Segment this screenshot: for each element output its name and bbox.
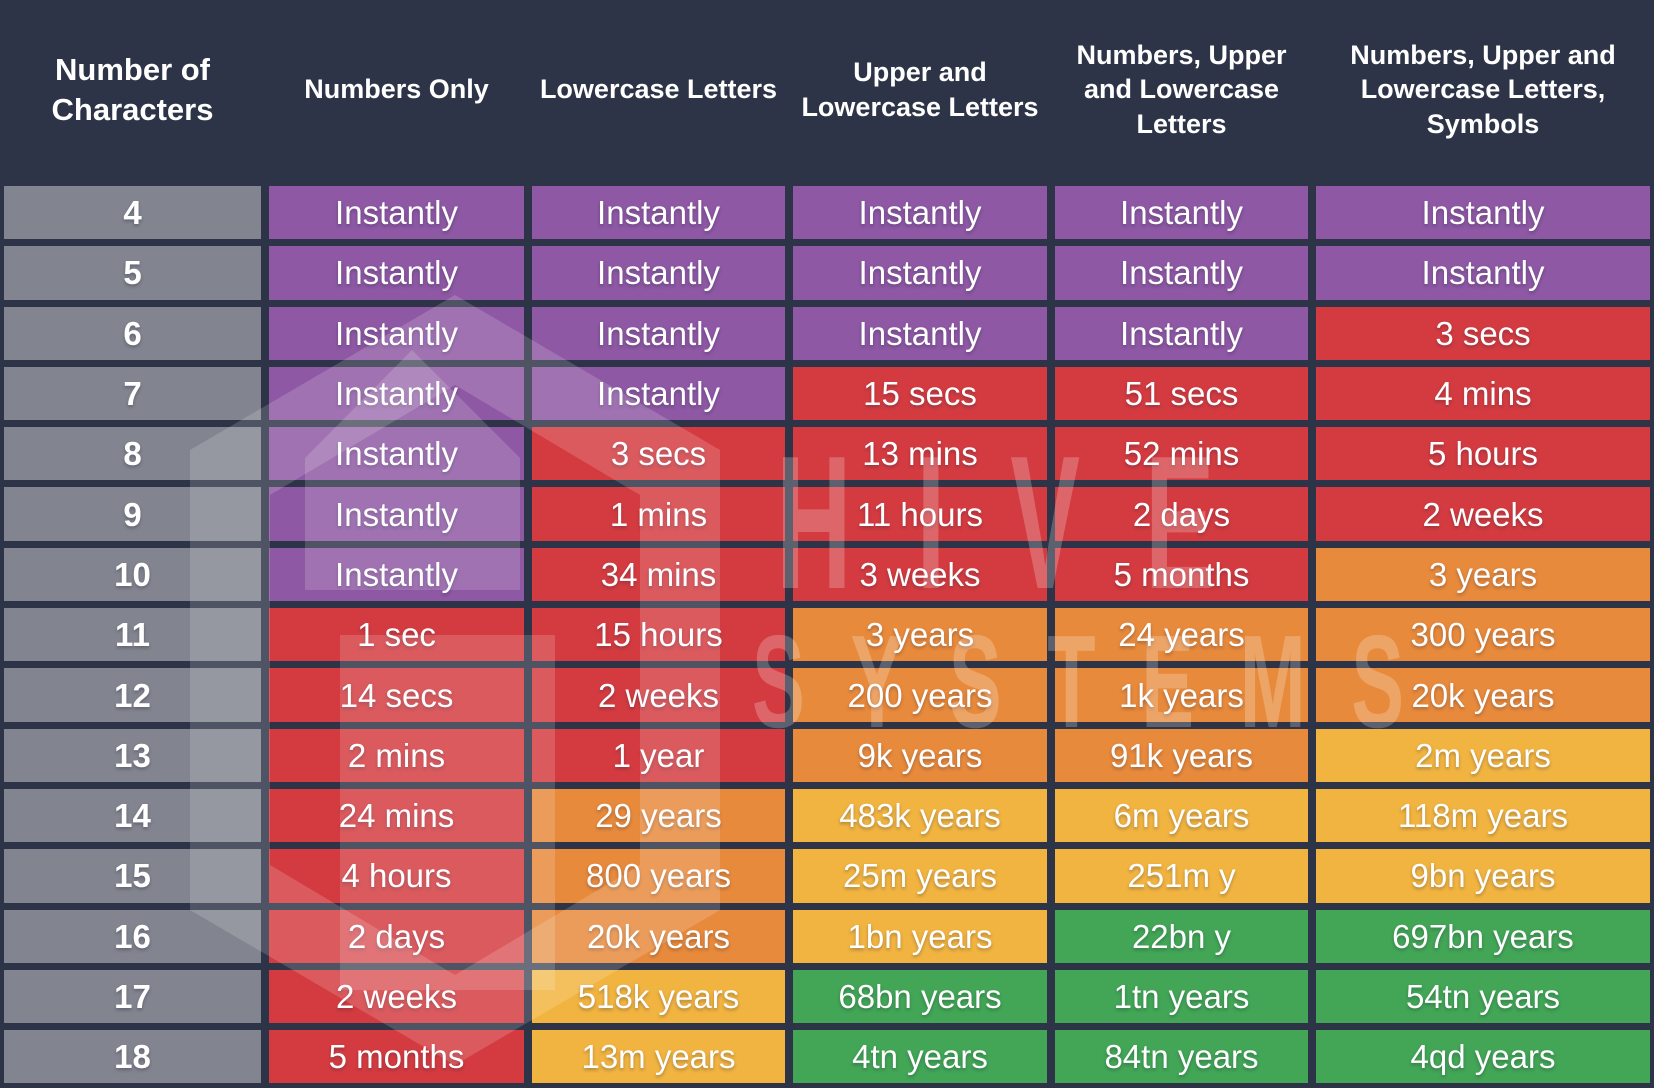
crack-time-cell: Instantly: [793, 306, 1047, 360]
crack-time-cell: 13 mins: [793, 427, 1047, 481]
crack-time-cell: 3 secs: [532, 427, 785, 481]
column-header-numbers-upper-lowercase-letters: Numbers, Upper and Lowercase Letters: [1076, 39, 1287, 139]
crack-time-cell: Instantly: [1316, 246, 1650, 300]
crack-time-cell: Instantly: [793, 246, 1047, 300]
crack-time-cell: 2 weeks: [532, 668, 785, 722]
crack-time-cell: Instantly: [532, 246, 785, 300]
crack-time-cell: 54tn years: [1316, 969, 1650, 1024]
crack-time-cell: Instantly: [269, 427, 524, 481]
crack-time-cell: 1tn years: [1055, 969, 1308, 1024]
crack-time-cell: 800 years: [532, 849, 785, 903]
crack-time-cell: 15 hours: [532, 608, 785, 662]
crack-time-cell: Instantly: [269, 366, 524, 421]
crack-time-cell: 3 years: [793, 608, 1047, 662]
crack-time-cell: 1 year: [532, 728, 785, 782]
row-header-characters: 18: [4, 1030, 261, 1084]
crack-time-cell: 2 weeks: [1316, 487, 1650, 541]
crack-time-cell: 84tn years: [1055, 1030, 1308, 1084]
crack-time-cell: Instantly: [532, 366, 785, 421]
crack-time-cell: 13m years: [532, 1030, 785, 1084]
crack-time-cell: 68bn years: [793, 969, 1047, 1024]
crack-time-cell: 4qd years: [1316, 1030, 1650, 1084]
row-header-characters: 15: [4, 849, 261, 903]
column-header-lowercase-letters: Lowercase Letters: [539, 74, 778, 105]
crack-time-cell: 20k years: [532, 909, 785, 963]
crack-time-cell: 200 years: [793, 668, 1047, 722]
crack-time-cell: 9k years: [793, 728, 1047, 782]
crack-time-cell: 25m years: [793, 849, 1047, 903]
crack-time-cell: 14 secs: [269, 668, 524, 722]
crack-time-cell: 2 days: [1055, 487, 1308, 541]
crack-time-cell: 29 years: [532, 788, 785, 843]
row-header-characters: 14: [4, 788, 261, 843]
crack-time-cell: 24 years: [1055, 608, 1308, 662]
crack-time-cell: Instantly: [1316, 186, 1650, 240]
crack-time-cell: Instantly: [1055, 186, 1308, 240]
row-header-characters: 9: [4, 487, 261, 541]
crack-time-cell: Instantly: [269, 246, 524, 300]
crack-time-cell: 4 hours: [269, 849, 524, 903]
crack-time-cell: 15 secs: [793, 366, 1047, 421]
row-header-characters: 13: [4, 728, 261, 782]
row-header-characters: 17: [4, 969, 261, 1024]
crack-time-cell: Instantly: [269, 306, 524, 360]
crack-time-cell: Instantly: [269, 487, 524, 541]
crack-time-cell: 1 sec: [269, 608, 524, 662]
crack-time-cell: Instantly: [269, 186, 524, 240]
column-header-upper-lowercase-letters: Upper and Lowercase Letters: [801, 56, 1039, 122]
crack-time-cell: 2 days: [269, 909, 524, 963]
crack-time-cell: Instantly: [532, 306, 785, 360]
crack-time-cell: 251m y: [1055, 849, 1308, 903]
crack-time-cell: 52 mins: [1055, 427, 1308, 481]
crack-time-cell: Instantly: [532, 186, 785, 240]
crack-time-cell: 3 years: [1316, 547, 1650, 602]
crack-time-cell: Instantly: [793, 186, 1047, 240]
row-header-characters: 12: [4, 668, 261, 722]
crack-time-cell: Instantly: [1055, 246, 1308, 300]
crack-time-cell: 3 secs: [1316, 306, 1650, 360]
row-header-characters: 5: [4, 246, 261, 300]
crack-time-cell: 4tn years: [793, 1030, 1047, 1084]
row-header-characters: 10: [4, 547, 261, 602]
crack-time-cell: 91k years: [1055, 728, 1308, 782]
column-header-numbers-upper-lowercase-symbols: Numbers, Upper and Lowercase Letters, Sy…: [1350, 39, 1616, 139]
crack-time-cell: 5 months: [269, 1030, 524, 1084]
row-header-characters: 7: [4, 366, 261, 421]
crack-time-cell: 9bn years: [1316, 849, 1650, 903]
crack-time-cell: Instantly: [269, 547, 524, 602]
crack-time-cell: 518k years: [532, 969, 785, 1024]
crack-time-cell: 6m years: [1055, 788, 1308, 843]
crack-time-cell: 2m years: [1316, 728, 1650, 782]
crack-time-cell: 2 weeks: [269, 969, 524, 1024]
crack-time-cell: 1bn years: [793, 909, 1047, 963]
crack-time-cell: 4 mins: [1316, 366, 1650, 421]
column-header-number-of-characters: Number of Characters: [51, 51, 214, 127]
crack-time-cell: 300 years: [1316, 608, 1650, 662]
crack-time-cell: 11 hours: [793, 487, 1047, 541]
crack-time-cell: 1 mins: [532, 487, 785, 541]
row-header-characters: 8: [4, 427, 261, 481]
row-header-characters: 4: [4, 186, 261, 240]
crack-time-cell: 1k years: [1055, 668, 1308, 722]
crack-time-cell: 483k years: [793, 788, 1047, 843]
row-header-characters: 16: [4, 909, 261, 963]
row-header-characters: 11: [4, 608, 261, 662]
column-header-numbers-only: Numbers Only: [304, 74, 489, 105]
crack-time-cell: Instantly: [1055, 306, 1308, 360]
crack-time-cell: 5 months: [1055, 547, 1308, 602]
crack-time-cell: 118m years: [1316, 788, 1650, 843]
crack-time-cell: 3 weeks: [793, 547, 1047, 602]
crack-time-cell: 22bn y: [1055, 909, 1308, 963]
crack-time-cell: 5 hours: [1316, 427, 1650, 481]
crack-time-cell: 697bn years: [1316, 909, 1650, 963]
crack-time-cell: 2 mins: [269, 728, 524, 782]
crack-time-cell: 20k years: [1316, 668, 1650, 722]
crack-time-cell: 24 mins: [269, 788, 524, 843]
row-header-characters: 6: [4, 306, 261, 360]
crack-time-cell: 51 secs: [1055, 366, 1308, 421]
crack-time-cell: 34 mins: [532, 547, 785, 602]
